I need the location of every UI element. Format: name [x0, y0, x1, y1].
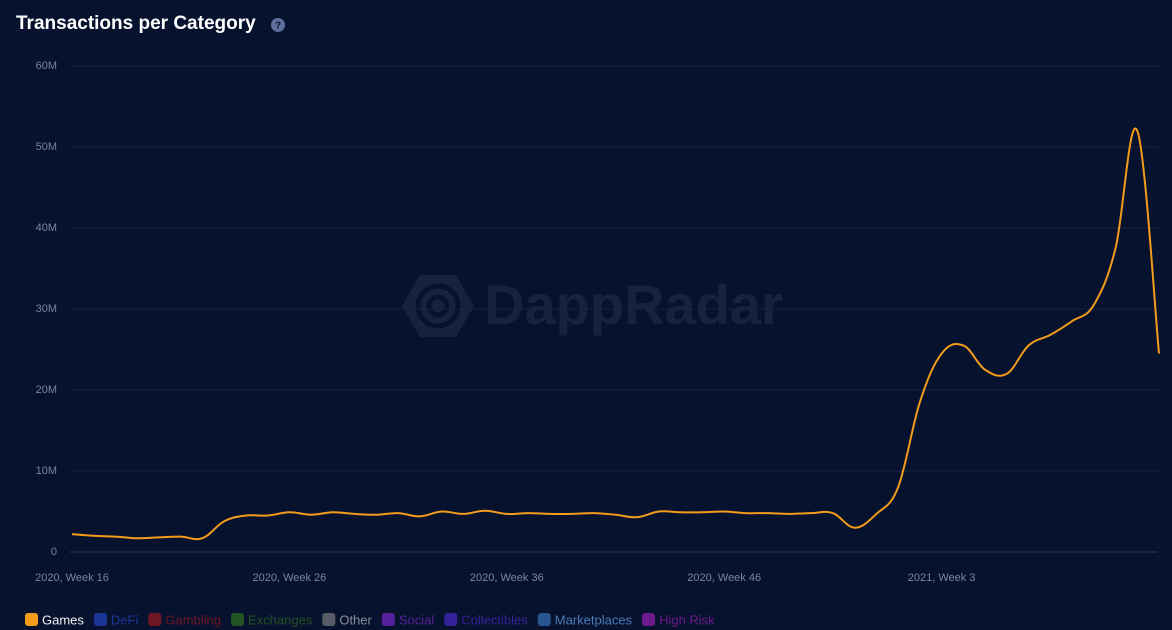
line-series — [71, 127, 1160, 541]
legend-label: Other — [339, 612, 372, 627]
watermark: DappRadar — [402, 273, 783, 337]
legend-swatch — [148, 613, 162, 626]
legend-swatch — [537, 613, 551, 626]
legend-swatch — [642, 613, 656, 626]
x-tick-label: 2021, Week 3 — [908, 572, 976, 584]
x-tick-label: 2020, Week 26 — [253, 572, 327, 584]
legend-swatch — [322, 613, 336, 626]
x-tick-label: 2020, Week 46 — [687, 572, 761, 584]
legend-swatch — [25, 613, 38, 626]
legend-label: High Risk — [659, 612, 715, 627]
legend-label: Gambling — [165, 612, 221, 627]
y-tick-label: 10M — [36, 465, 57, 477]
legend: Games DeFi Gambling Exchanges Other Social Col… — [25, 612, 715, 627]
legend-label: Exchanges — [248, 612, 313, 627]
y-tick-label: 60M — [36, 60, 57, 72]
legend-label: Games — [42, 612, 84, 627]
legend-label: Marketplaces — [555, 612, 633, 627]
watermark-text: DappRadar — [484, 273, 783, 336]
legend-swatch — [93, 613, 107, 626]
legend-item[interactable]: Marketplaces — [537, 612, 633, 627]
y-tick-label: 40M — [36, 222, 57, 234]
svg-text:?: ? — [275, 21, 281, 32]
y-tick-label: 0 — [51, 546, 57, 558]
legend-item[interactable]: DeFi — [93, 612, 139, 627]
y-tick-label: 30M — [36, 303, 57, 315]
legend-swatch — [231, 613, 244, 626]
y-tick-label: 50M — [36, 141, 57, 153]
x-tick-label: 2020, Week 36 — [470, 572, 544, 584]
legend-item[interactable]: Exchanges — [231, 612, 313, 627]
legend-item[interactable]: Collectibles — [444, 612, 528, 627]
legend-item[interactable]: Social — [381, 612, 435, 627]
legend-label: DeFi — [111, 612, 139, 627]
legend-swatch — [444, 613, 458, 626]
legend-item[interactable]: Gambling — [148, 612, 221, 627]
y-tick-label: 20M — [36, 384, 57, 396]
legend-swatch — [381, 613, 395, 626]
legend-item[interactable]: Games — [25, 612, 84, 627]
legend-item[interactable]: Other — [322, 612, 373, 627]
x-tick-label: 2020, Week 16 — [35, 572, 109, 584]
help-icon[interactable]: ? — [271, 18, 285, 32]
legend-label: Collectibles — [461, 612, 528, 627]
legend-item[interactable]: High Risk — [642, 612, 715, 627]
legend-label: Social — [399, 612, 435, 627]
chart-title: Transactions per Category — [16, 13, 256, 34]
